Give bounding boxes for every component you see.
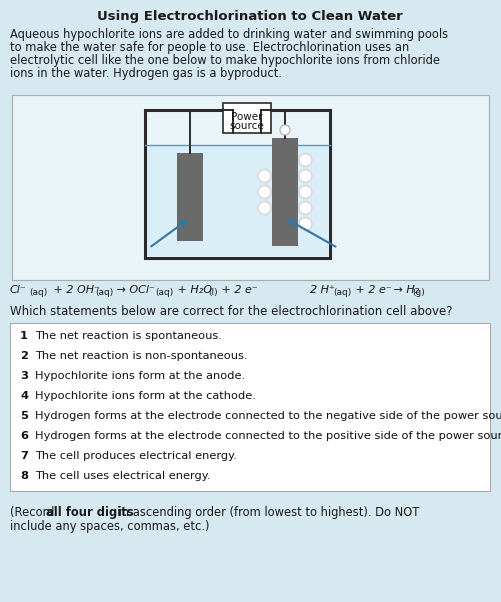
Text: 4: 4: [20, 391, 28, 401]
Bar: [145, 110, 330, 258]
Bar: [272, 138, 298, 246]
Bar: [177, 153, 203, 241]
Text: Which statements below are correct for the electrochlorination cell above?: Which statements below are correct for t…: [10, 305, 452, 318]
Text: Cl⁻: Cl⁻: [10, 285, 27, 295]
Text: (aq): (aq): [95, 288, 113, 297]
Text: 5: 5: [20, 411, 28, 421]
Text: 6: 6: [20, 431, 28, 441]
Text: Hydrogen forms at the electrode connected to the positive side of the power sour: Hydrogen forms at the electrode connecte…: [35, 431, 501, 441]
Circle shape: [299, 217, 312, 231]
Text: The cell produces electrical energy.: The cell produces electrical energy.: [35, 451, 237, 461]
Bar: [147, 145, 328, 256]
Circle shape: [258, 202, 271, 214]
Text: electrolytic cell like the one below to make hypochlorite ions from chloride: electrolytic cell like the one below to …: [10, 54, 440, 67]
Bar: [12, 95, 489, 280]
Circle shape: [299, 202, 312, 214]
Circle shape: [299, 185, 312, 199]
Text: 8: 8: [20, 471, 28, 481]
Text: 7: 7: [20, 451, 28, 461]
Text: in ascending order (from lowest to highest). Do NOT: in ascending order (from lowest to highe…: [115, 506, 419, 519]
Text: (aq): (aq): [155, 288, 173, 297]
Text: (g): (g): [412, 288, 425, 297]
Text: Hypochlorite ions form at the anode.: Hypochlorite ions form at the anode.: [35, 371, 245, 381]
Text: Using Electrochlorination to Clean Water: Using Electrochlorination to Clean Water: [97, 10, 403, 23]
Text: → H₂: → H₂: [390, 285, 419, 295]
Text: ions in the water. Hydrogen gas is a byproduct.: ions in the water. Hydrogen gas is a byp…: [10, 67, 282, 80]
Text: Hypochlorite ions form at the cathode.: Hypochlorite ions form at the cathode.: [35, 391, 256, 401]
Circle shape: [280, 125, 290, 135]
Bar: [10, 323, 490, 491]
Text: The net reaction is spontaneous.: The net reaction is spontaneous.: [35, 331, 222, 341]
Text: source: source: [229, 121, 265, 131]
Circle shape: [299, 170, 312, 182]
Text: The cell uses electrical energy.: The cell uses electrical energy.: [35, 471, 210, 481]
Text: to make the water safe for people to use. Electrochlorination uses an: to make the water safe for people to use…: [10, 41, 409, 54]
Text: + 2 OH⁻: + 2 OH⁻: [50, 285, 100, 295]
Text: 1: 1: [20, 331, 28, 341]
Bar: [223, 103, 271, 133]
Circle shape: [299, 154, 312, 167]
Text: (aq): (aq): [29, 288, 47, 297]
Text: Aqueous hypochlorite ions are added to drinking water and swimming pools: Aqueous hypochlorite ions are added to d…: [10, 28, 448, 41]
Text: Hydrogen forms at the electrode connected to the negative side of the power sour: Hydrogen forms at the electrode connecte…: [35, 411, 501, 421]
Text: The net reaction is non-spontaneous.: The net reaction is non-spontaneous.: [35, 351, 247, 361]
Text: → OCl⁻: → OCl⁻: [113, 285, 155, 295]
Circle shape: [258, 185, 271, 199]
Text: 2 H⁺: 2 H⁺: [310, 285, 335, 295]
Text: (Record: (Record: [10, 506, 58, 519]
Text: + H₂O: + H₂O: [174, 285, 212, 295]
Text: Power: Power: [231, 112, 263, 122]
Text: all four digits: all four digits: [47, 506, 134, 519]
Text: (aq): (aq): [333, 288, 351, 297]
Text: 2: 2: [20, 351, 28, 361]
Text: (l): (l): [208, 288, 217, 297]
Text: 3: 3: [20, 371, 28, 381]
Text: + 2 e⁻: + 2 e⁻: [218, 285, 258, 295]
Text: + 2 e⁻: + 2 e⁻: [352, 285, 392, 295]
Text: include any spaces, commas, etc.): include any spaces, commas, etc.): [10, 520, 209, 533]
Circle shape: [258, 170, 271, 182]
